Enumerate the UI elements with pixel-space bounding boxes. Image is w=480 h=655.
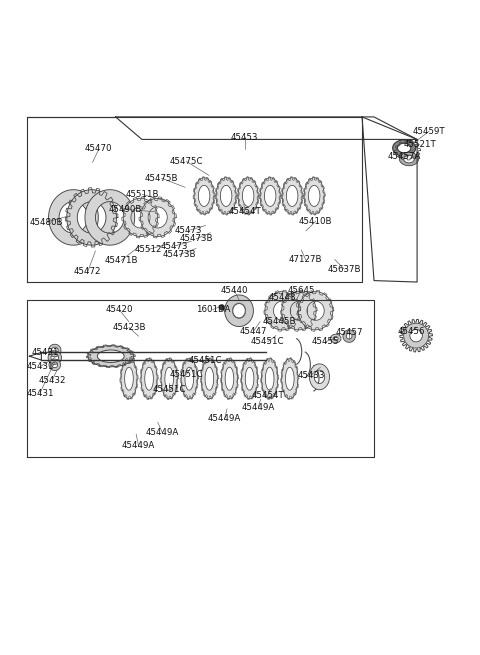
PathPatch shape [67, 190, 117, 245]
Text: 45459T: 45459T [413, 127, 445, 136]
Text: 45433: 45433 [297, 371, 324, 380]
Text: 45470: 45470 [85, 145, 112, 153]
PathPatch shape [221, 358, 238, 399]
PathPatch shape [48, 190, 98, 245]
Text: 45449A: 45449A [146, 428, 179, 438]
Text: 45423B: 45423B [112, 323, 146, 332]
Circle shape [219, 305, 225, 310]
PathPatch shape [393, 140, 416, 156]
Text: 45512: 45512 [134, 245, 162, 254]
Text: 45449A: 45449A [122, 441, 155, 450]
PathPatch shape [161, 358, 177, 399]
PathPatch shape [399, 153, 419, 166]
PathPatch shape [238, 178, 258, 214]
Text: 45431: 45431 [26, 362, 54, 371]
Text: 45456: 45456 [397, 327, 425, 336]
Text: 45420: 45420 [106, 305, 133, 314]
PathPatch shape [260, 178, 280, 214]
Text: 45454T: 45454T [252, 392, 284, 400]
Text: 45431: 45431 [32, 348, 59, 358]
Text: 45447: 45447 [240, 327, 267, 336]
PathPatch shape [299, 291, 333, 330]
Text: 45471B: 45471B [105, 256, 138, 265]
PathPatch shape [282, 178, 302, 214]
Text: 45473B: 45473B [162, 250, 196, 259]
Text: 45645: 45645 [288, 286, 315, 295]
PathPatch shape [225, 295, 253, 327]
PathPatch shape [141, 198, 175, 236]
PathPatch shape [194, 178, 214, 214]
PathPatch shape [241, 358, 258, 399]
PathPatch shape [123, 198, 157, 236]
Text: 45455: 45455 [312, 337, 339, 346]
PathPatch shape [304, 178, 324, 214]
PathPatch shape [343, 330, 355, 343]
PathPatch shape [404, 323, 429, 348]
Text: 45490B: 45490B [108, 205, 142, 214]
Text: 45457A: 45457A [387, 152, 421, 161]
Text: 45453: 45453 [231, 132, 259, 141]
Text: 45472: 45472 [74, 267, 102, 276]
PathPatch shape [330, 334, 341, 343]
Text: 45451C: 45451C [251, 337, 285, 346]
PathPatch shape [48, 345, 61, 357]
Text: 45440: 45440 [220, 286, 248, 295]
Text: 45451C: 45451C [189, 356, 222, 365]
PathPatch shape [201, 358, 217, 399]
Text: 45511B: 45511B [126, 190, 159, 199]
Text: 45410B: 45410B [299, 217, 332, 226]
Text: 45475B: 45475B [145, 174, 178, 183]
Text: 45475C: 45475C [169, 157, 203, 166]
Text: 45480B: 45480B [29, 217, 63, 227]
Text: 1601DA: 1601DA [195, 305, 230, 314]
PathPatch shape [282, 291, 316, 330]
Text: 45637B: 45637B [327, 265, 361, 274]
PathPatch shape [265, 291, 300, 330]
Text: 45473: 45473 [160, 242, 188, 251]
Text: 45521T: 45521T [403, 140, 436, 149]
Text: 45448: 45448 [268, 293, 296, 303]
PathPatch shape [282, 358, 298, 399]
PathPatch shape [262, 358, 278, 399]
PathPatch shape [216, 178, 236, 214]
PathPatch shape [49, 359, 60, 371]
PathPatch shape [88, 346, 134, 367]
Text: 45473: 45473 [175, 226, 203, 235]
Text: 45445B: 45445B [263, 317, 296, 326]
PathPatch shape [48, 351, 61, 364]
PathPatch shape [310, 364, 329, 390]
Text: 45432: 45432 [38, 376, 66, 384]
Text: 45431: 45431 [26, 388, 54, 398]
PathPatch shape [181, 358, 197, 399]
Text: 45473B: 45473B [179, 234, 213, 244]
Text: 47127B: 47127B [289, 255, 322, 264]
Text: 45457: 45457 [336, 328, 363, 337]
Text: 45451C: 45451C [169, 370, 203, 379]
PathPatch shape [85, 190, 135, 245]
Text: 45449A: 45449A [241, 403, 275, 412]
Text: 45449A: 45449A [208, 414, 241, 423]
Text: 45454T: 45454T [228, 207, 261, 215]
PathPatch shape [121, 358, 137, 399]
Text: 45451C: 45451C [153, 385, 186, 394]
PathPatch shape [141, 358, 157, 399]
